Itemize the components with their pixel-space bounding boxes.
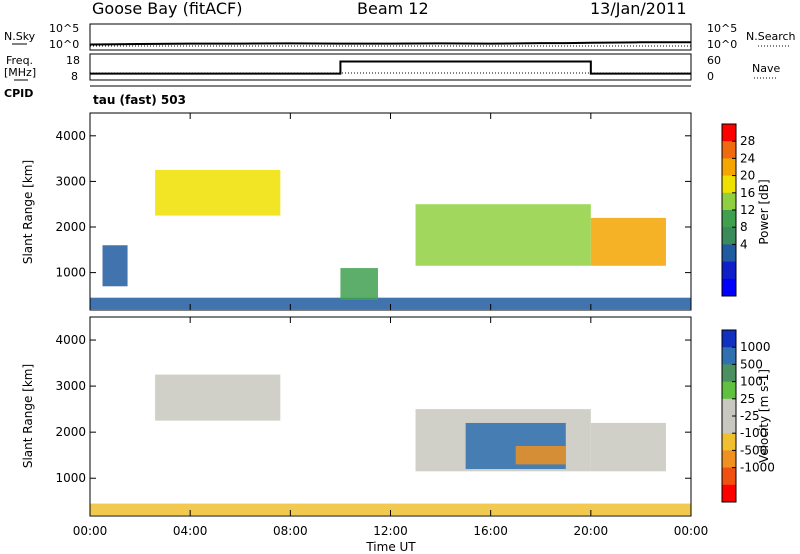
freq-left-tick-bottom: 8: [71, 70, 78, 83]
freq-panel: Freq. [MHz] 18 8 60 0 Nave: [4, 53, 780, 83]
velocity-colorbar-tick-label-7: -1000: [740, 461, 775, 475]
freq-series-line: [90, 60, 691, 75]
cpid-mode-text: tau (fast) 503: [93, 93, 186, 107]
power-colorbar-swatch-5: [722, 210, 736, 228]
velocity-colorbar-swatch-4: [722, 398, 736, 417]
power-colorbar-tick-label-1: 24: [740, 151, 755, 165]
beam-title: Beam 12: [357, 0, 429, 18]
velocity-ylabel: Slant Range [km]: [21, 364, 35, 468]
nsearch-right-label: N.Search: [746, 30, 796, 43]
power-ytick-label-1: 2000: [55, 220, 86, 234]
nsky-panel-frame: [89, 23, 692, 51]
power-colorbar-swatch-8: [722, 261, 736, 280]
freq-right-tick-bottom: 0: [707, 70, 714, 83]
velocity-colorbar-label: Velocity [m s-1]: [757, 369, 771, 463]
velocity-colorbar-swatch-7: [722, 450, 736, 469]
nave-right-label: Nave: [752, 62, 780, 75]
time-tick-label-5: 20:00: [574, 524, 609, 538]
velocity-axis-ticks: 1000 2000 3000 4000: [55, 317, 692, 516]
power-colorbar-swatch-0: [722, 124, 736, 142]
power-region-1: [415, 204, 591, 266]
velocity-colorbar-tick-label-1: 500: [740, 357, 763, 371]
freq-left-tick-top: 18: [66, 54, 80, 67]
velocity-region-0: [155, 374, 281, 421]
nsky-right-tick-bottom: 10^0: [707, 38, 737, 51]
power-colorbar-swatch-6: [722, 227, 736, 245]
time-tick-label-4: 16:00: [473, 524, 508, 538]
power-colorbar-swatch-1: [722, 141, 736, 159]
cpid-label: CPID: [4, 87, 33, 100]
velocity-panel: 1000 2000 3000 4000 Slant Range [km]: [21, 316, 692, 517]
freq-left-label-1: Freq.: [6, 54, 33, 67]
velocity-colorbar-tick-label-3: 25: [740, 392, 755, 406]
velocity-colorbar-swatch-6: [722, 433, 736, 451]
velocity-colorbar: 1000 500 100 25 -25 -100 -500 -1000: [721, 329, 775, 503]
time-axis-ticks: 00:00 04:00 08:00 12:00 16:00 20:00 00:00: [73, 524, 709, 538]
velocity-region-5: [90, 503, 691, 516]
velocity-ytick-label-2: 3000: [55, 379, 86, 393]
freq-right-tick-top: 60: [707, 54, 721, 67]
power-colorbar-swatch-4: [722, 192, 736, 211]
power-colorbar-tick-label-6: 4: [740, 237, 748, 251]
velocity-data-layer: [90, 374, 691, 516]
velocity-region-2: [590, 422, 666, 472]
power-region-4: [102, 245, 128, 287]
power-region-0: [155, 170, 281, 216]
time-tick-label-2: 08:00: [273, 524, 308, 538]
power-ytick-label-3: 4000: [55, 129, 86, 143]
velocity-colorbar-tick-label-4: -25: [740, 409, 760, 423]
power-colorbar-swatch-9: [722, 278, 736, 297]
velocity-colorbar-swatch-3: [722, 381, 736, 400]
power-ytick-label-0: 1000: [55, 266, 86, 280]
power-panel: 1000 2000 3000 4000 Slant Range [km]: [21, 112, 692, 311]
nsky-left-tick-top: 10^5: [49, 22, 79, 35]
time-axis-label: Time UT: [365, 540, 416, 554]
power-region-5: [340, 268, 378, 300]
velocity-colorbar-swatch-9: [722, 484, 736, 503]
velocity-colorbar-swatch-1: [722, 347, 736, 365]
freq-panel-frame: [89, 53, 692, 81]
nsky-right-tick-top: 10^5: [707, 22, 737, 35]
nsky-series-line: [89, 41, 691, 46]
velocity-colorbar-tick-label-2: 100: [740, 375, 763, 389]
power-colorbar-swatch-7: [722, 244, 736, 263]
time-tick-label-6: 00:00: [674, 524, 709, 538]
date-title: 13/Jan/2011: [590, 0, 687, 18]
power-colorbar: 28 24 20 16 12 8 4: [721, 123, 755, 297]
power-colorbar-tick-label-2: 20: [740, 169, 755, 183]
velocity-colorbar-tick-label-0: 1000: [740, 340, 771, 354]
velocity-colorbar-swatch-2: [722, 364, 736, 383]
velocity-region-4: [515, 445, 566, 465]
power-colorbar-tick-label-0: 28: [740, 134, 755, 148]
site-title: Goose Bay (fitACF): [92, 0, 242, 18]
time-tick-label-1: 04:00: [173, 524, 208, 538]
power-region-3: [90, 297, 691, 310]
power-axis-ticks: 1000 2000 3000 4000: [55, 113, 692, 310]
freq-left-label-2: [MHz]: [4, 66, 36, 79]
velocity-colorbar-swatch-5: [722, 416, 736, 434]
nsky-left-label: N.Sky: [4, 30, 36, 43]
velocity-colorbar-swatch-8: [722, 467, 736, 486]
time-tick-label-3: 12:00: [373, 524, 408, 538]
power-ytick-label-2: 3000: [55, 174, 86, 188]
power-region-2: [590, 217, 666, 266]
nsky-panel: N.Sky 10^5 10^0 10^5 10^0 N.Search: [4, 22, 796, 51]
nsky-left-tick-bottom: 10^0: [49, 38, 79, 51]
velocity-colorbar-tick-label-6: -500: [740, 443, 767, 457]
velocity-ytick-label-3: 4000: [55, 333, 86, 347]
time-tick-label-0: 00:00: [73, 524, 108, 538]
power-colorbar-label: Power [dB]: [757, 179, 771, 244]
power-colorbar-tick-label-3: 16: [740, 186, 755, 200]
velocity-colorbar-tick-label-5: -100: [740, 426, 767, 440]
velocity-ytick-label-0: 1000: [55, 471, 86, 485]
power-colorbar-tick-label-4: 12: [740, 203, 755, 217]
power-colorbar-swatch-3: [722, 175, 736, 194]
power-data-layer: [90, 170, 691, 310]
power-ylabel: Slant Range [km]: [21, 160, 35, 264]
velocity-ytick-label-1: 2000: [55, 425, 86, 439]
velocity-colorbar-swatch-0: [722, 330, 736, 348]
power-colorbar-swatch-2: [722, 158, 736, 177]
power-colorbar-tick-label-5: 8: [740, 220, 748, 234]
